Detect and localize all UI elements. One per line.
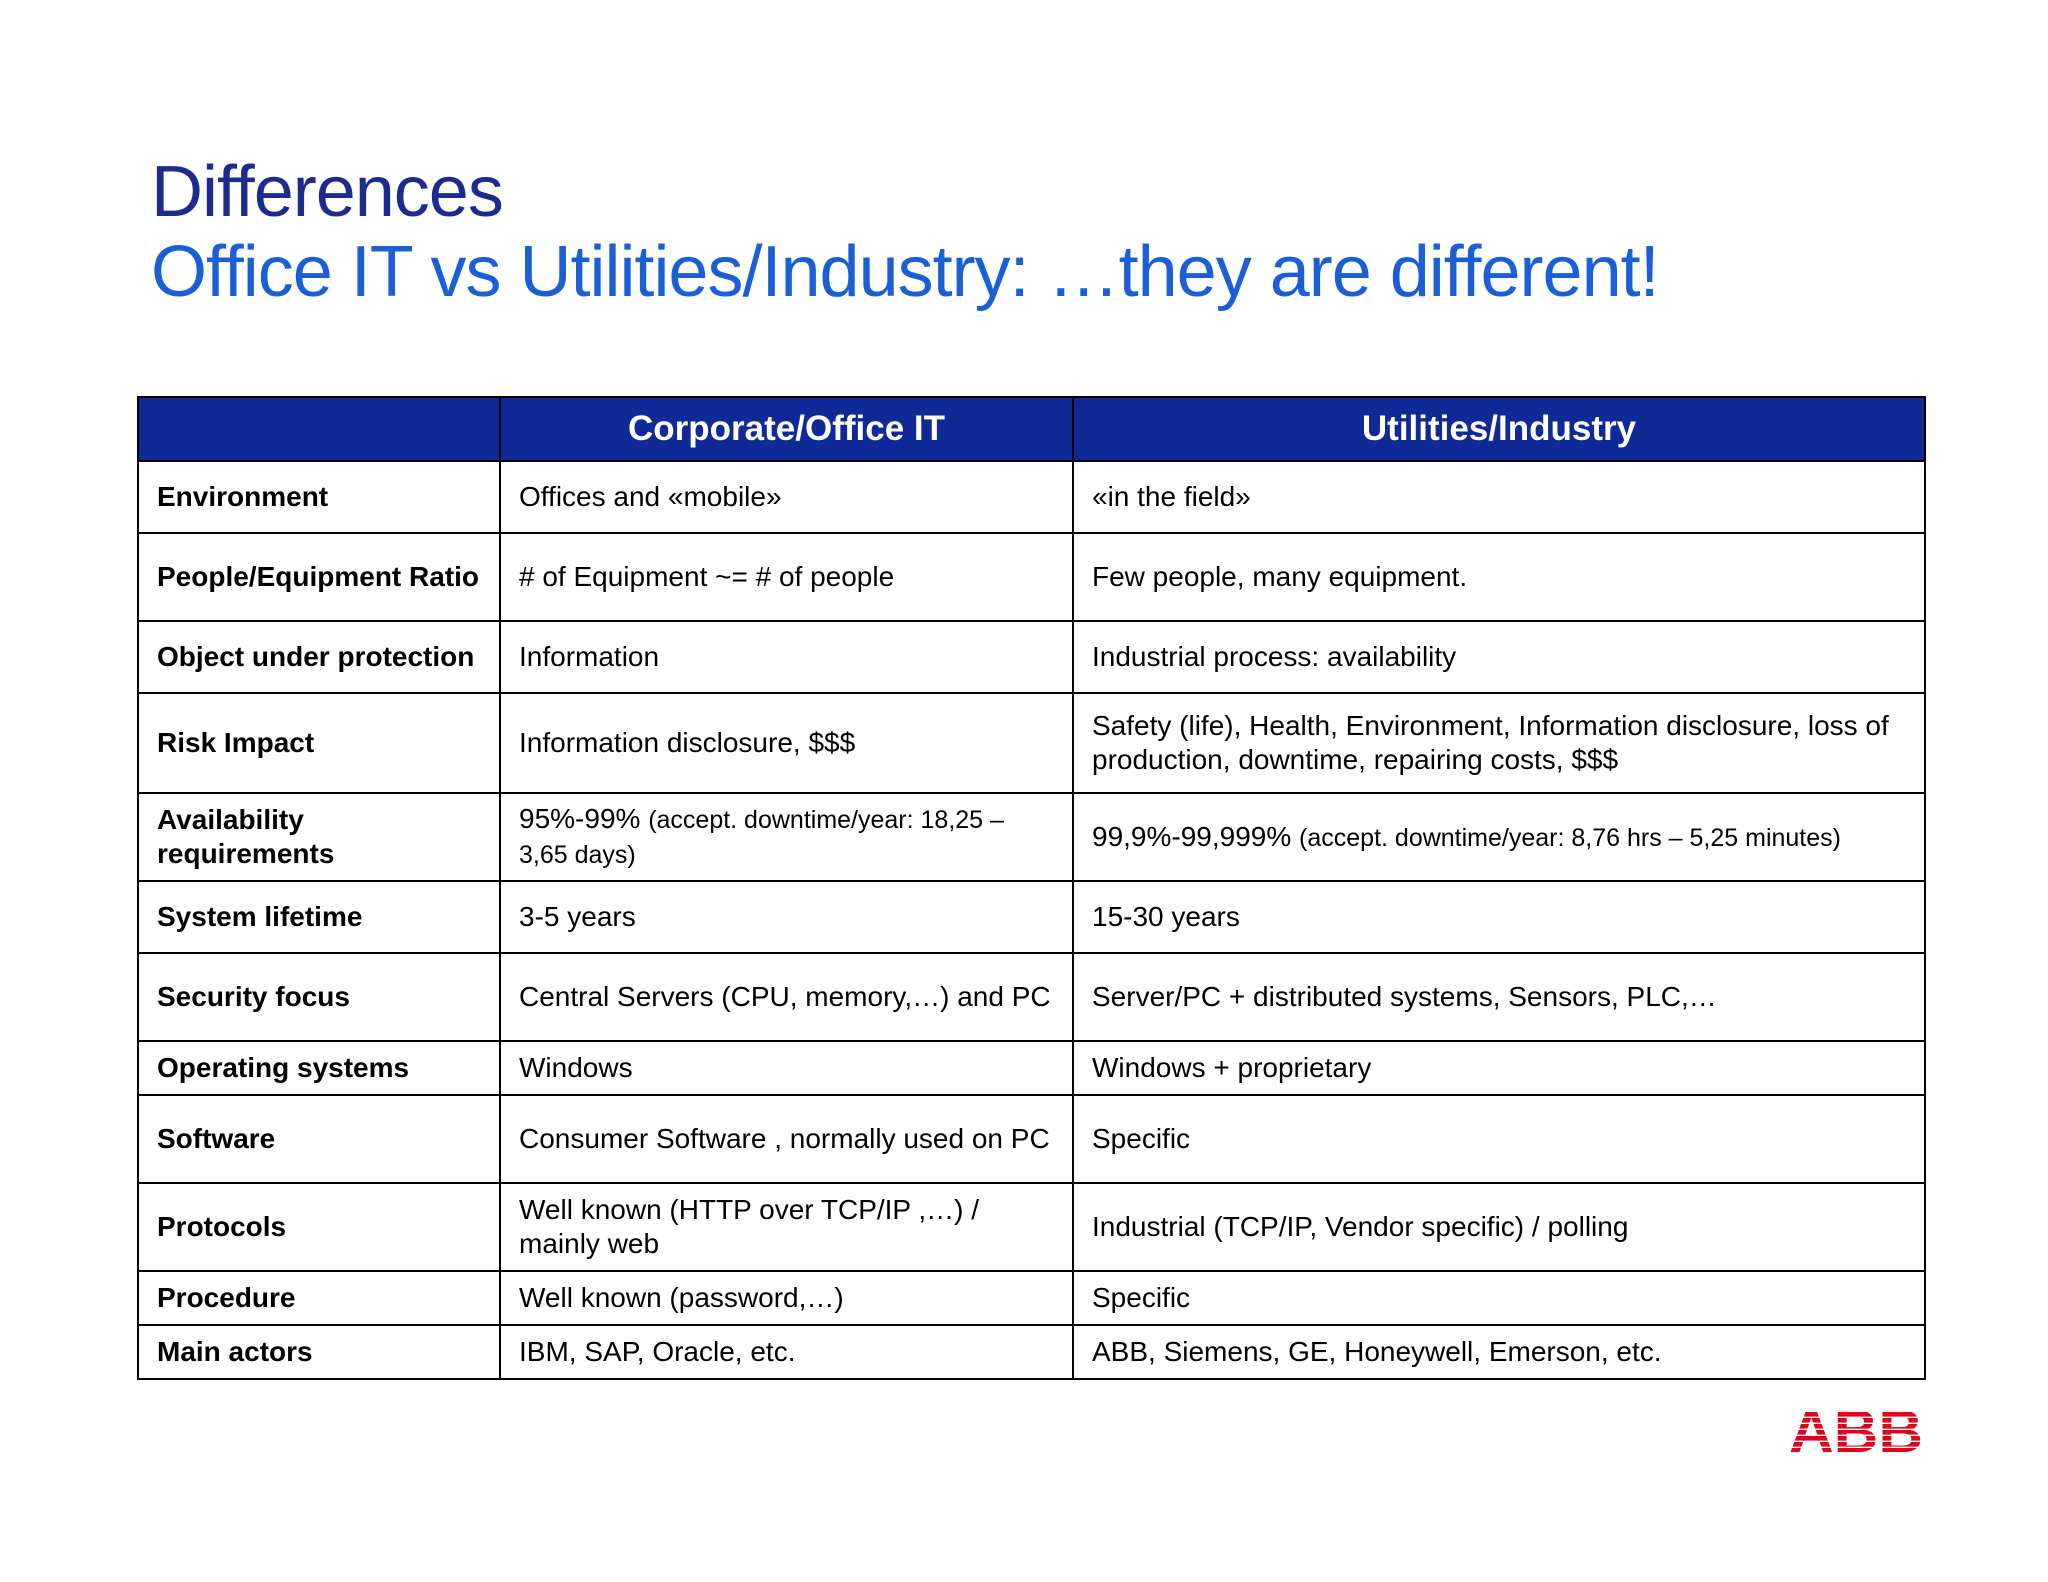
- table-row: System lifetime 3-5 years 15-30 years: [137, 880, 1926, 954]
- table-row: Risk Impact Information disclosure, $$$ …: [137, 692, 1926, 794]
- row-label: Security focus: [137, 952, 501, 1042]
- row-label: Software: [137, 1094, 501, 1184]
- office-cell: Well known (HTTP over TCP/IP ,…) / mainl…: [499, 1182, 1074, 1272]
- header-corporate-office-it: Corporate/Office IT: [499, 396, 1074, 462]
- office-cell: Consumer Software , normally used on PC: [499, 1094, 1074, 1184]
- office-cell: Central Servers (CPU, memory,…) and PC: [499, 952, 1074, 1042]
- table-row: Environment Offices and «mobile» «in the…: [137, 460, 1926, 534]
- industry-cell: Industrial process: availability: [1072, 620, 1926, 694]
- office-availability-value: 95%-99%: [519, 803, 641, 834]
- table-row: Main actors IBM, SAP, Oracle, etc. ABB, …: [137, 1324, 1926, 1380]
- table-row: Operating systems Windows Windows + prop…: [137, 1040, 1926, 1096]
- row-label: Availability requirements: [137, 792, 501, 882]
- office-cell: 95%-99% (accept. downtime/year: 18,25 – …: [499, 792, 1074, 882]
- svg-text:ABB: ABB: [1789, 1400, 1923, 1456]
- row-label: Main actors: [137, 1324, 501, 1380]
- industry-cell: 15-30 years: [1072, 880, 1926, 954]
- row-label: Protocols: [137, 1182, 501, 1272]
- abb-logo: ABB: [1789, 1400, 1923, 1456]
- industry-cell: Few people, many equipment.: [1072, 532, 1926, 622]
- row-label: Operating systems: [137, 1040, 501, 1096]
- industry-cell: Specific: [1072, 1270, 1926, 1326]
- table-row: Software Consumer Software , normally us…: [137, 1094, 1926, 1184]
- table-header-row: Corporate/Office IT Utilities/Industry: [137, 396, 1926, 462]
- header-utilities-industry: Utilities/Industry: [1072, 396, 1926, 462]
- industry-cell: Specific: [1072, 1094, 1926, 1184]
- header-empty-cell: [137, 396, 501, 462]
- industry-cell: Safety (life), Health, Environment, Info…: [1072, 692, 1926, 794]
- industry-cell: «in the field»: [1072, 460, 1926, 534]
- table-row: Protocols Well known (HTTP over TCP/IP ,…: [137, 1182, 1926, 1272]
- office-cell: IBM, SAP, Oracle, etc.: [499, 1324, 1074, 1380]
- table-row: People/Equipment Ratio # of Equipment ~=…: [137, 532, 1926, 622]
- office-cell: Information disclosure, $$$: [499, 692, 1074, 794]
- table-row: Object under protection Information Indu…: [137, 620, 1926, 694]
- table-row: Procedure Well known (password,…) Specif…: [137, 1270, 1926, 1326]
- industry-cell: Windows + proprietary: [1072, 1040, 1926, 1096]
- office-cell: Windows: [499, 1040, 1074, 1096]
- office-cell: Well known (password,…): [499, 1270, 1074, 1326]
- industry-cell: ABB, Siemens, GE, Honeywell, Emerson, et…: [1072, 1324, 1926, 1380]
- table-row: Security focus Central Servers (CPU, mem…: [137, 952, 1926, 1042]
- industry-cell: Server/PC + distributed systems, Sensors…: [1072, 952, 1926, 1042]
- office-downtime-note: (accept. downtime/year: 18,25 – 3,65 day…: [519, 806, 1004, 869]
- table-row: Availability requirements 95%-99% (accep…: [137, 792, 1926, 882]
- industry-cell: Industrial (TCP/IP, Vendor specific) / p…: [1072, 1182, 1926, 1272]
- slide-title: Differences: [151, 152, 504, 232]
- row-label: System lifetime: [137, 880, 501, 954]
- row-label: Environment: [137, 460, 501, 534]
- row-label: People/Equipment Ratio: [137, 532, 501, 622]
- row-label: Risk Impact: [137, 692, 501, 794]
- office-cell: Information: [499, 620, 1074, 694]
- comparison-table: Corporate/Office IT Utilities/Industry E…: [137, 396, 1926, 1380]
- slide-subtitle: Office IT vs Utilities/Industry: …they a…: [151, 232, 1660, 312]
- office-cell: Offices and «mobile»: [499, 460, 1074, 534]
- row-label: Procedure: [137, 1270, 501, 1326]
- office-cell: # of Equipment ~= # of people: [499, 532, 1074, 622]
- row-label: Object under protection: [137, 620, 501, 694]
- industry-downtime-note: (accept. downtime/year: 8,76 hrs – 5,25 …: [1299, 823, 1841, 852]
- industry-availability-value: 99,9%-99,999%: [1092, 820, 1292, 852]
- office-cell: 3-5 years: [499, 880, 1074, 954]
- industry-cell: 99,9%-99,999% (accept. downtime/year: 8,…: [1072, 792, 1926, 882]
